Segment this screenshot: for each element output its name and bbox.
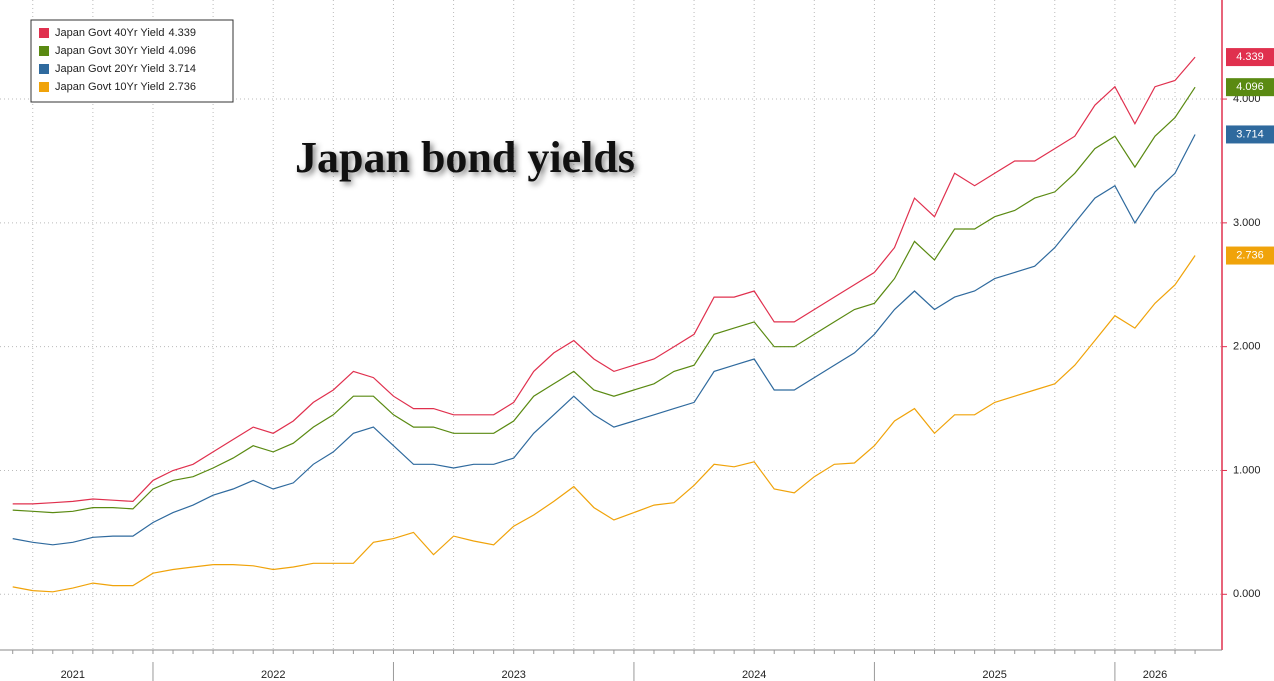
legend-value: 4.096	[168, 45, 196, 57]
series-line	[12, 56, 1196, 505]
legend-value: 3.714	[168, 63, 196, 75]
y-tick-label: 0.000	[1233, 588, 1261, 600]
last-value-label: 4.339	[1236, 51, 1264, 63]
legend-swatch	[39, 28, 49, 38]
series-line	[12, 86, 1196, 514]
last-value-box	[1226, 48, 1274, 67]
last-value-box	[1226, 78, 1274, 97]
x-tick-label: 2021	[61, 669, 85, 681]
last-value-box	[1226, 125, 1274, 144]
y-tick-label: 1.000	[1233, 464, 1261, 476]
series-line	[12, 134, 1196, 546]
legend-value: 4.339	[168, 27, 196, 39]
x-tick-label: 2026	[1143, 669, 1167, 681]
y-tick-label: 2.000	[1233, 341, 1261, 353]
legend-name: Japan Govt 20Yr Yield	[55, 63, 164, 75]
x-axis-band	[0, 650, 1222, 681]
legend-swatch	[39, 64, 49, 74]
legend-swatch	[39, 46, 49, 56]
legend: Japan Govt 40Yr Yield 4.339 Japan Govt 30Y…	[30, 19, 234, 103]
x-tick-label: 2023	[501, 669, 525, 681]
last-value-label: 2.736	[1236, 249, 1264, 261]
legend-swatch	[39, 82, 49, 92]
legend-name: Japan Govt 10Yr Yield	[55, 81, 164, 93]
legend-name: Japan Govt 40Yr Yield	[55, 27, 164, 39]
chart-annotation: Japan bond yields	[295, 133, 635, 182]
legend-label: Japan Govt 40Yr Yield 4.339	[55, 27, 196, 39]
legend-box	[30, 19, 234, 103]
legend-label: Japan Govt 10Yr Yield 2.736	[55, 81, 196, 93]
x-tick-label: 2022	[261, 669, 285, 681]
x-tick-label: 2024	[742, 669, 766, 681]
y-tick-label: 3.000	[1233, 217, 1261, 229]
series-line	[12, 255, 1196, 593]
legend-label: Japan Govt 20Yr Yield 3.714	[55, 63, 196, 75]
last-value-label: 4.096	[1236, 81, 1264, 93]
x-tick-label: 2025	[982, 669, 1006, 681]
legend-value: 2.736	[168, 81, 196, 93]
legend-label: Japan Govt 30Yr Yield 4.096	[55, 45, 196, 57]
legend-name: Japan Govt 30Yr Yield	[55, 45, 164, 57]
last-value-box	[1226, 246, 1274, 265]
last-value-label: 3.714	[1236, 128, 1264, 140]
